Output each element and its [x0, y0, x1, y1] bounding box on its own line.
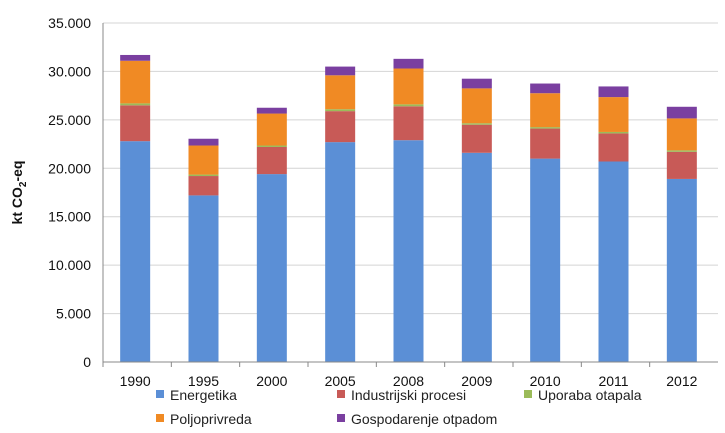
- bar-segment: [393, 104, 424, 107]
- bar-segment: [461, 124, 492, 153]
- bar-segment: [598, 86, 629, 98]
- bar-segment: [120, 103, 151, 106]
- x-tick-label: 2012: [666, 373, 697, 389]
- legend-swatch: [337, 390, 345, 398]
- bar-segment: [256, 107, 287, 114]
- bar-segment: [120, 60, 151, 104]
- legend-entry: Gospodarenje otpadom: [351, 411, 497, 427]
- bar-segment: [461, 152, 492, 362]
- x-tick-label: 2005: [325, 373, 356, 389]
- bars: [120, 54, 697, 362]
- bar-segment: [325, 142, 356, 362]
- bar-segment: [666, 150, 697, 152]
- y-tick-label: 20.000: [48, 160, 91, 176]
- bar-segment: [598, 161, 629, 362]
- bar-segment: [325, 75, 356, 110]
- x-tick-label: 1990: [120, 373, 151, 389]
- bar-segment: [120, 141, 151, 362]
- bar-segment: [256, 145, 287, 147]
- bar-segment: [256, 113, 287, 146]
- legend-entry: Industrijski procesi: [351, 387, 466, 403]
- bar-segment: [325, 111, 356, 143]
- bar-segment: [530, 93, 561, 128]
- y-tick-label: 25.000: [48, 112, 91, 128]
- bar-segment: [393, 140, 424, 362]
- bar-segment: [393, 58, 424, 69]
- bar-segment: [666, 106, 697, 119]
- bar-segment: [393, 106, 424, 141]
- y-tick-label: 0: [83, 354, 91, 370]
- bar-segment: [530, 83, 561, 94]
- bar-segment: [461, 123, 492, 125]
- bar-segment: [598, 131, 629, 134]
- bar-segment: [188, 145, 219, 175]
- bar-segment: [666, 178, 697, 362]
- bar-segment: [598, 97, 629, 132]
- x-tick-label: 2010: [530, 373, 561, 389]
- bar-segment: [256, 174, 287, 362]
- y-tick-label: 5.000: [56, 306, 91, 322]
- x-tick-label: 2000: [256, 373, 287, 389]
- bar-segment: [461, 88, 492, 124]
- y-tick-label: 30.000: [48, 63, 91, 79]
- legend-swatch: [156, 390, 164, 398]
- bar-segment: [188, 195, 219, 362]
- bar-segment: [256, 146, 287, 175]
- bar-segment: [188, 176, 219, 196]
- bar-segment: [188, 138, 219, 146]
- legend-entry: Energetika: [170, 387, 237, 403]
- bar-segment: [598, 133, 629, 162]
- legend-swatch: [524, 390, 532, 398]
- bar-segment: [325, 109, 356, 112]
- bar-segment: [188, 174, 219, 177]
- bar-segment: [530, 158, 561, 362]
- y-tick-label: 35.000: [48, 15, 91, 31]
- bar-segment: [461, 78, 492, 89]
- legend-entry: Uporaba otapala: [538, 387, 642, 403]
- bar-segment: [325, 66, 356, 76]
- bar-segment: [393, 68, 424, 105]
- bar-segment: [530, 127, 561, 129]
- axes: 0 5.000 10.000 15.000 20.000 25.000 30.000 35.0…: [9, 15, 718, 389]
- legend-entry: Poljoprivreda: [170, 411, 252, 427]
- y-tick-label: 10.000: [48, 257, 91, 273]
- bar-segment: [666, 151, 697, 179]
- x-tick-label: 2009: [461, 373, 492, 389]
- bar-segment: [530, 128, 561, 159]
- legend-swatch: [337, 414, 345, 422]
- x-tick-label: 1995: [188, 373, 219, 389]
- y-tick-label: 15.000: [48, 209, 91, 225]
- x-tick-label: 2008: [393, 373, 424, 389]
- x-tick-label: 2011: [598, 373, 628, 389]
- y-axis-title: kt CO2-eq: [9, 161, 29, 225]
- bar-segment: [120, 54, 151, 61]
- bar-segment: [666, 118, 697, 151]
- bar-segment: [120, 105, 151, 142]
- legend: Energetika Industrijski procesi Uporaba ot…: [156, 387, 642, 427]
- legend-swatch: [156, 414, 164, 422]
